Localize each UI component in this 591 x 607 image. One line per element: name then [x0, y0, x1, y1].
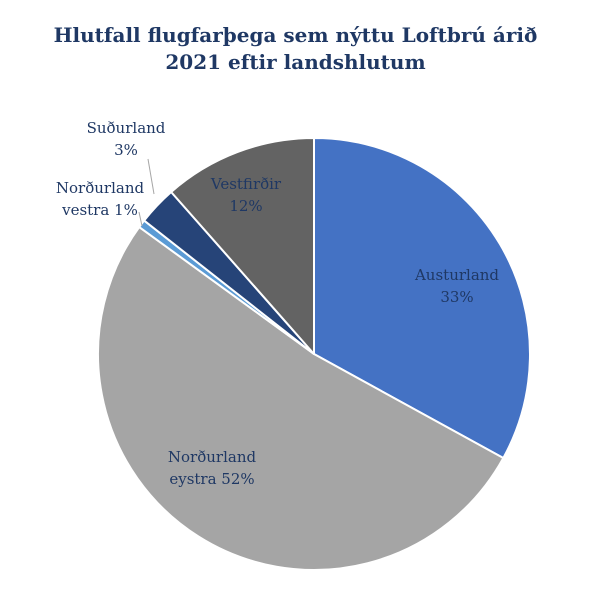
data-label-line: Norðurland: [168, 448, 257, 466]
data-label-austurland-33: Austurland 33%: [414, 266, 499, 306]
data-label-line: Suðurland: [87, 119, 166, 137]
data-label-sudurland-3: Suðurland 3%: [87, 119, 166, 159]
data-label-line: Austurland: [414, 266, 499, 284]
pie-slice-austurland-33: [313, 137, 531, 460]
data-label-line: Vestfirðir: [210, 175, 282, 193]
chart-title-line-1: Hlutfall flugfarþega sem nýttu Loftbrú á…: [53, 23, 538, 47]
leader-line-nordurland-vestra-1: [138, 211, 143, 227]
leader-line-sudurland-3: [147, 158, 155, 195]
pie-slice-nordurland-eystra-52: [97, 226, 505, 572]
data-label-nordurland-eystra-52: Norðurland eystra 52%: [168, 448, 257, 488]
data-label-line: Norðurland: [56, 179, 145, 197]
data-label-line: 3%: [114, 141, 138, 159]
data-label-line: vestra 1%: [61, 201, 138, 219]
data-label-line: 33%: [440, 288, 473, 306]
data-label-line: eystra 52%: [169, 470, 254, 488]
pie-slice-vestfirdir-12: [170, 137, 315, 355]
data-label-vestfirdir-12: Vestfirðir 12%: [210, 175, 282, 215]
chart-title: Hlutfall flugfarþega sem nýttu Loftbrú á…: [0, 22, 591, 76]
chart-title-line-2: 2021 eftir landshlutum: [165, 50, 426, 74]
data-label-nordurland-vestra-1: Norðurland vestra 1%: [56, 179, 145, 219]
data-label-line: 12%: [229, 197, 262, 215]
